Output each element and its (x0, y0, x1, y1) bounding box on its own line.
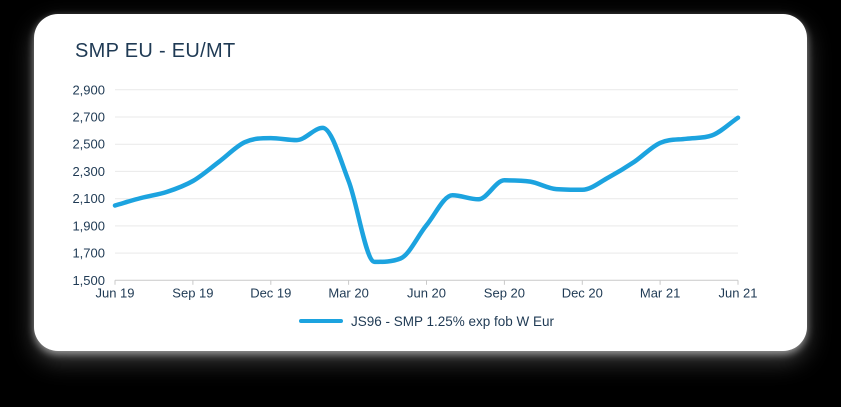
y-tick-label: 2,900 (72, 82, 105, 97)
chart-card: SMP EU - EU/MT 2,900 2,700 2,500 2,300 2,100… (34, 14, 807, 351)
x-tick-label: Mar 21 (640, 286, 680, 301)
x-tick-label: Dec 19 (250, 286, 291, 301)
chart-legend: JS96 - SMP 1.25% exp fob W Eur (115, 312, 738, 330)
x-axis-labels: Jun 19 Sep 19 Dec 19 Mar 20 Jun 20 Sep 20 Dec … (95, 286, 757, 301)
x-tick-label: Jun 20 (407, 286, 446, 301)
x-tick-label: Sep 19 (172, 286, 213, 301)
price-line-chart: 2,900 2,700 2,500 2,300 2,100 1,900 1,700 1,500… (72, 82, 757, 301)
x-tick-label: Dec 20 (562, 286, 603, 301)
y-tick-label: 1,700 (72, 246, 105, 261)
y-tick-label: 2,100 (72, 191, 105, 206)
chart-title: SMP EU - EU/MT (75, 40, 236, 62)
y-tick-label: 2,300 (72, 164, 105, 179)
y-tick-label: 2,500 (72, 137, 105, 152)
y-tick-label: 1,500 (72, 273, 105, 288)
y-axis-labels: 2,900 2,700 2,500 2,300 2,100 1,900 1,700 1,500 (72, 82, 105, 287)
legend-line-swatch (298, 318, 343, 324)
x-tick-label: Jun 19 (95, 286, 134, 301)
x-tick-label: Mar 20 (328, 286, 368, 301)
x-tick-label: Sep 20 (484, 286, 525, 301)
x-axis-tick-marks (114, 280, 739, 285)
legend-label: JS96 - SMP 1.25% exp fob W Eur (350, 313, 555, 329)
y-gridlines (115, 89, 738, 254)
y-tick-label: 1,900 (72, 218, 105, 233)
series-line (112, 115, 741, 265)
y-tick-label: 2,700 (72, 110, 105, 125)
x-tick-label: Jun 21 (718, 286, 757, 301)
